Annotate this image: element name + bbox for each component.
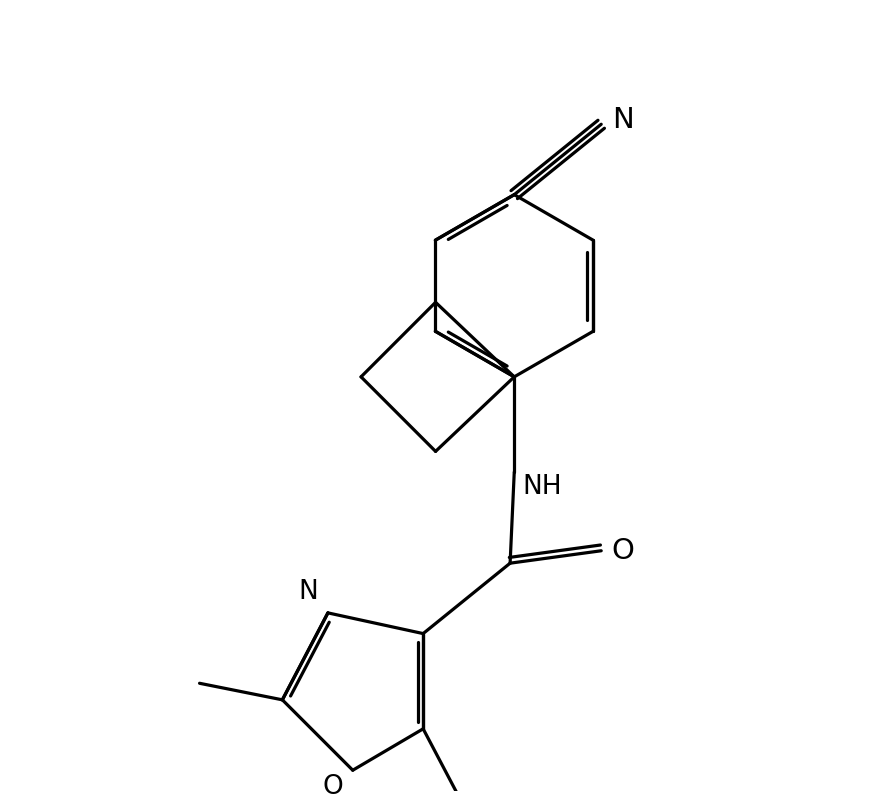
Text: O: O bbox=[611, 537, 634, 565]
Text: NH: NH bbox=[522, 473, 562, 499]
Text: O: O bbox=[322, 774, 343, 801]
Text: N: N bbox=[298, 579, 318, 604]
Text: N: N bbox=[612, 106, 633, 134]
